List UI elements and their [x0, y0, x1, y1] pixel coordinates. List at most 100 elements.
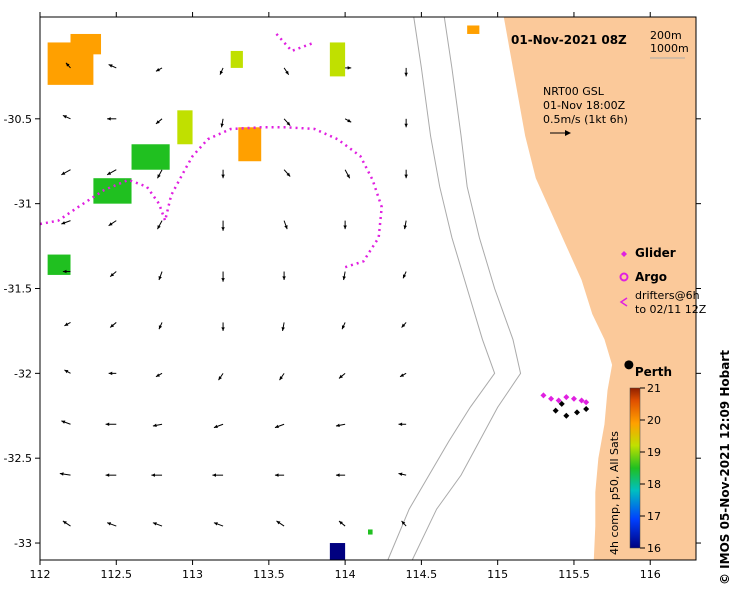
current-arrow — [283, 220, 288, 230]
glider-legend-label: Glider — [635, 246, 676, 260]
current-arrow — [402, 271, 407, 279]
y-tick-label: -32.5 — [4, 452, 32, 465]
current-arrow — [283, 169, 291, 177]
y-tick-label: -32 — [14, 367, 32, 380]
current-arrow — [219, 67, 224, 75]
drifter-markers — [540, 392, 590, 419]
sst-patch — [47, 254, 71, 275]
current-arrow — [274, 423, 285, 429]
sst-patch — [467, 25, 480, 34]
current-arrow — [281, 322, 285, 332]
current-arrow — [109, 271, 117, 278]
drifter-legend-icon — [619, 297, 628, 307]
current-arrow — [62, 269, 71, 274]
colorbar-ticks: 21 20 19 18 17 16 — [640, 382, 661, 555]
y-tick-label: -31.5 — [4, 283, 32, 296]
current-arrow — [107, 117, 117, 121]
current-arrow — [155, 372, 163, 378]
current-arrow — [220, 118, 224, 128]
current-arrow — [108, 64, 117, 69]
current-arrows — [59, 62, 408, 527]
current-arrow — [152, 522, 163, 527]
drifter-marker — [563, 412, 570, 419]
current-arrow — [221, 220, 225, 231]
x-tick-label: 116 — [640, 568, 661, 581]
sst-patch — [230, 50, 243, 68]
colorbar-tick-label: 17 — [647, 510, 661, 523]
credit-text: © IMOS 05-Nov-2021 12:09 Hobart — [718, 350, 732, 585]
current-arrow — [65, 62, 71, 69]
x-tick-label: 115 — [487, 568, 508, 581]
sst-patch — [368, 529, 373, 535]
drifter-path — [275, 33, 316, 53]
current-arrow — [335, 423, 346, 428]
current-arrow — [218, 373, 224, 381]
sst-patch — [177, 110, 193, 145]
sst-patch — [70, 33, 102, 55]
colorbar — [629, 387, 641, 549]
perth-marker — [624, 360, 634, 370]
x-tick-label: 114.5 — [406, 568, 438, 581]
argo-legend-label: Argo — [635, 270, 667, 284]
colorbar-tick-label: 20 — [647, 414, 661, 427]
colorbar-tick-label: 21 — [647, 382, 661, 395]
current-arrow — [283, 118, 291, 126]
isobath-line — [411, 16, 522, 561]
land-polygon — [503, 17, 696, 560]
drifter-marker — [540, 392, 547, 399]
x-tick-label: 112 — [30, 568, 51, 581]
current-arrow — [158, 271, 163, 281]
current-arrow — [61, 420, 71, 425]
current-arrow — [213, 423, 224, 429]
colorbar-tick-label: 19 — [647, 446, 661, 459]
current-arrow — [221, 169, 225, 179]
current-arrow — [157, 169, 163, 179]
current-arrow — [398, 472, 407, 476]
colorbar-label: 4h comp, p50, All Sats — [608, 431, 621, 555]
current-arrow — [152, 423, 163, 428]
colorbar-tick-label: 18 — [647, 478, 661, 491]
depth-legend-1000: 1000m — [650, 42, 689, 55]
current-arrow — [155, 67, 163, 72]
drifter-marker — [583, 399, 590, 406]
current-arrow — [106, 522, 117, 527]
drifter-marker — [583, 405, 590, 412]
current-arrow — [274, 473, 285, 477]
current-arrow — [212, 473, 224, 477]
current-arrow — [345, 66, 352, 70]
current-arrow — [404, 67, 408, 77]
current-arrow — [401, 520, 407, 527]
x-tick-label: 113.5 — [253, 568, 285, 581]
current-info-scale: 0.5m/s (1kt 6h) — [543, 113, 628, 126]
drifter-legend-line1: drifters@6h — [635, 289, 700, 302]
x-tick-label: 114 — [335, 568, 356, 581]
y-axis: -30.5 -31 -31.5 -32 -32.5 -33 — [4, 113, 701, 550]
current-arrow — [338, 520, 346, 527]
colorbar-tick-label: 16 — [647, 542, 661, 555]
current-info-model: NRT00 GSL — [543, 85, 605, 98]
drifter-marker — [558, 400, 565, 407]
current-arrow — [61, 220, 71, 225]
current-arrow — [398, 422, 407, 426]
map-title: 01-Nov-2021 08Z — [511, 33, 627, 47]
current-arrow — [59, 472, 71, 476]
current-arrow — [335, 473, 346, 477]
y-tick-label: -31 — [14, 198, 32, 211]
current-arrow — [158, 322, 163, 330]
current-arrow — [399, 372, 407, 378]
scale-arrow-head — [565, 130, 571, 136]
drifter-marker — [555, 397, 562, 404]
x-axis: 112 112.5 113 113.5 114 114.5 115 115.5 116 — [30, 12, 661, 581]
current-arrow — [109, 322, 117, 328]
current-arrow — [62, 114, 71, 120]
current-arrow — [157, 220, 163, 230]
drifter-marker — [552, 407, 559, 414]
current-arrow — [344, 118, 352, 123]
current-arrow — [342, 271, 346, 281]
sst-patch — [238, 127, 262, 162]
isobath-line — [387, 16, 496, 561]
current-arrow — [64, 322, 71, 327]
drifter-legend-line2: to 02/11 12Z — [635, 303, 707, 316]
current-arrow — [221, 271, 225, 282]
current-arrow — [279, 373, 285, 381]
